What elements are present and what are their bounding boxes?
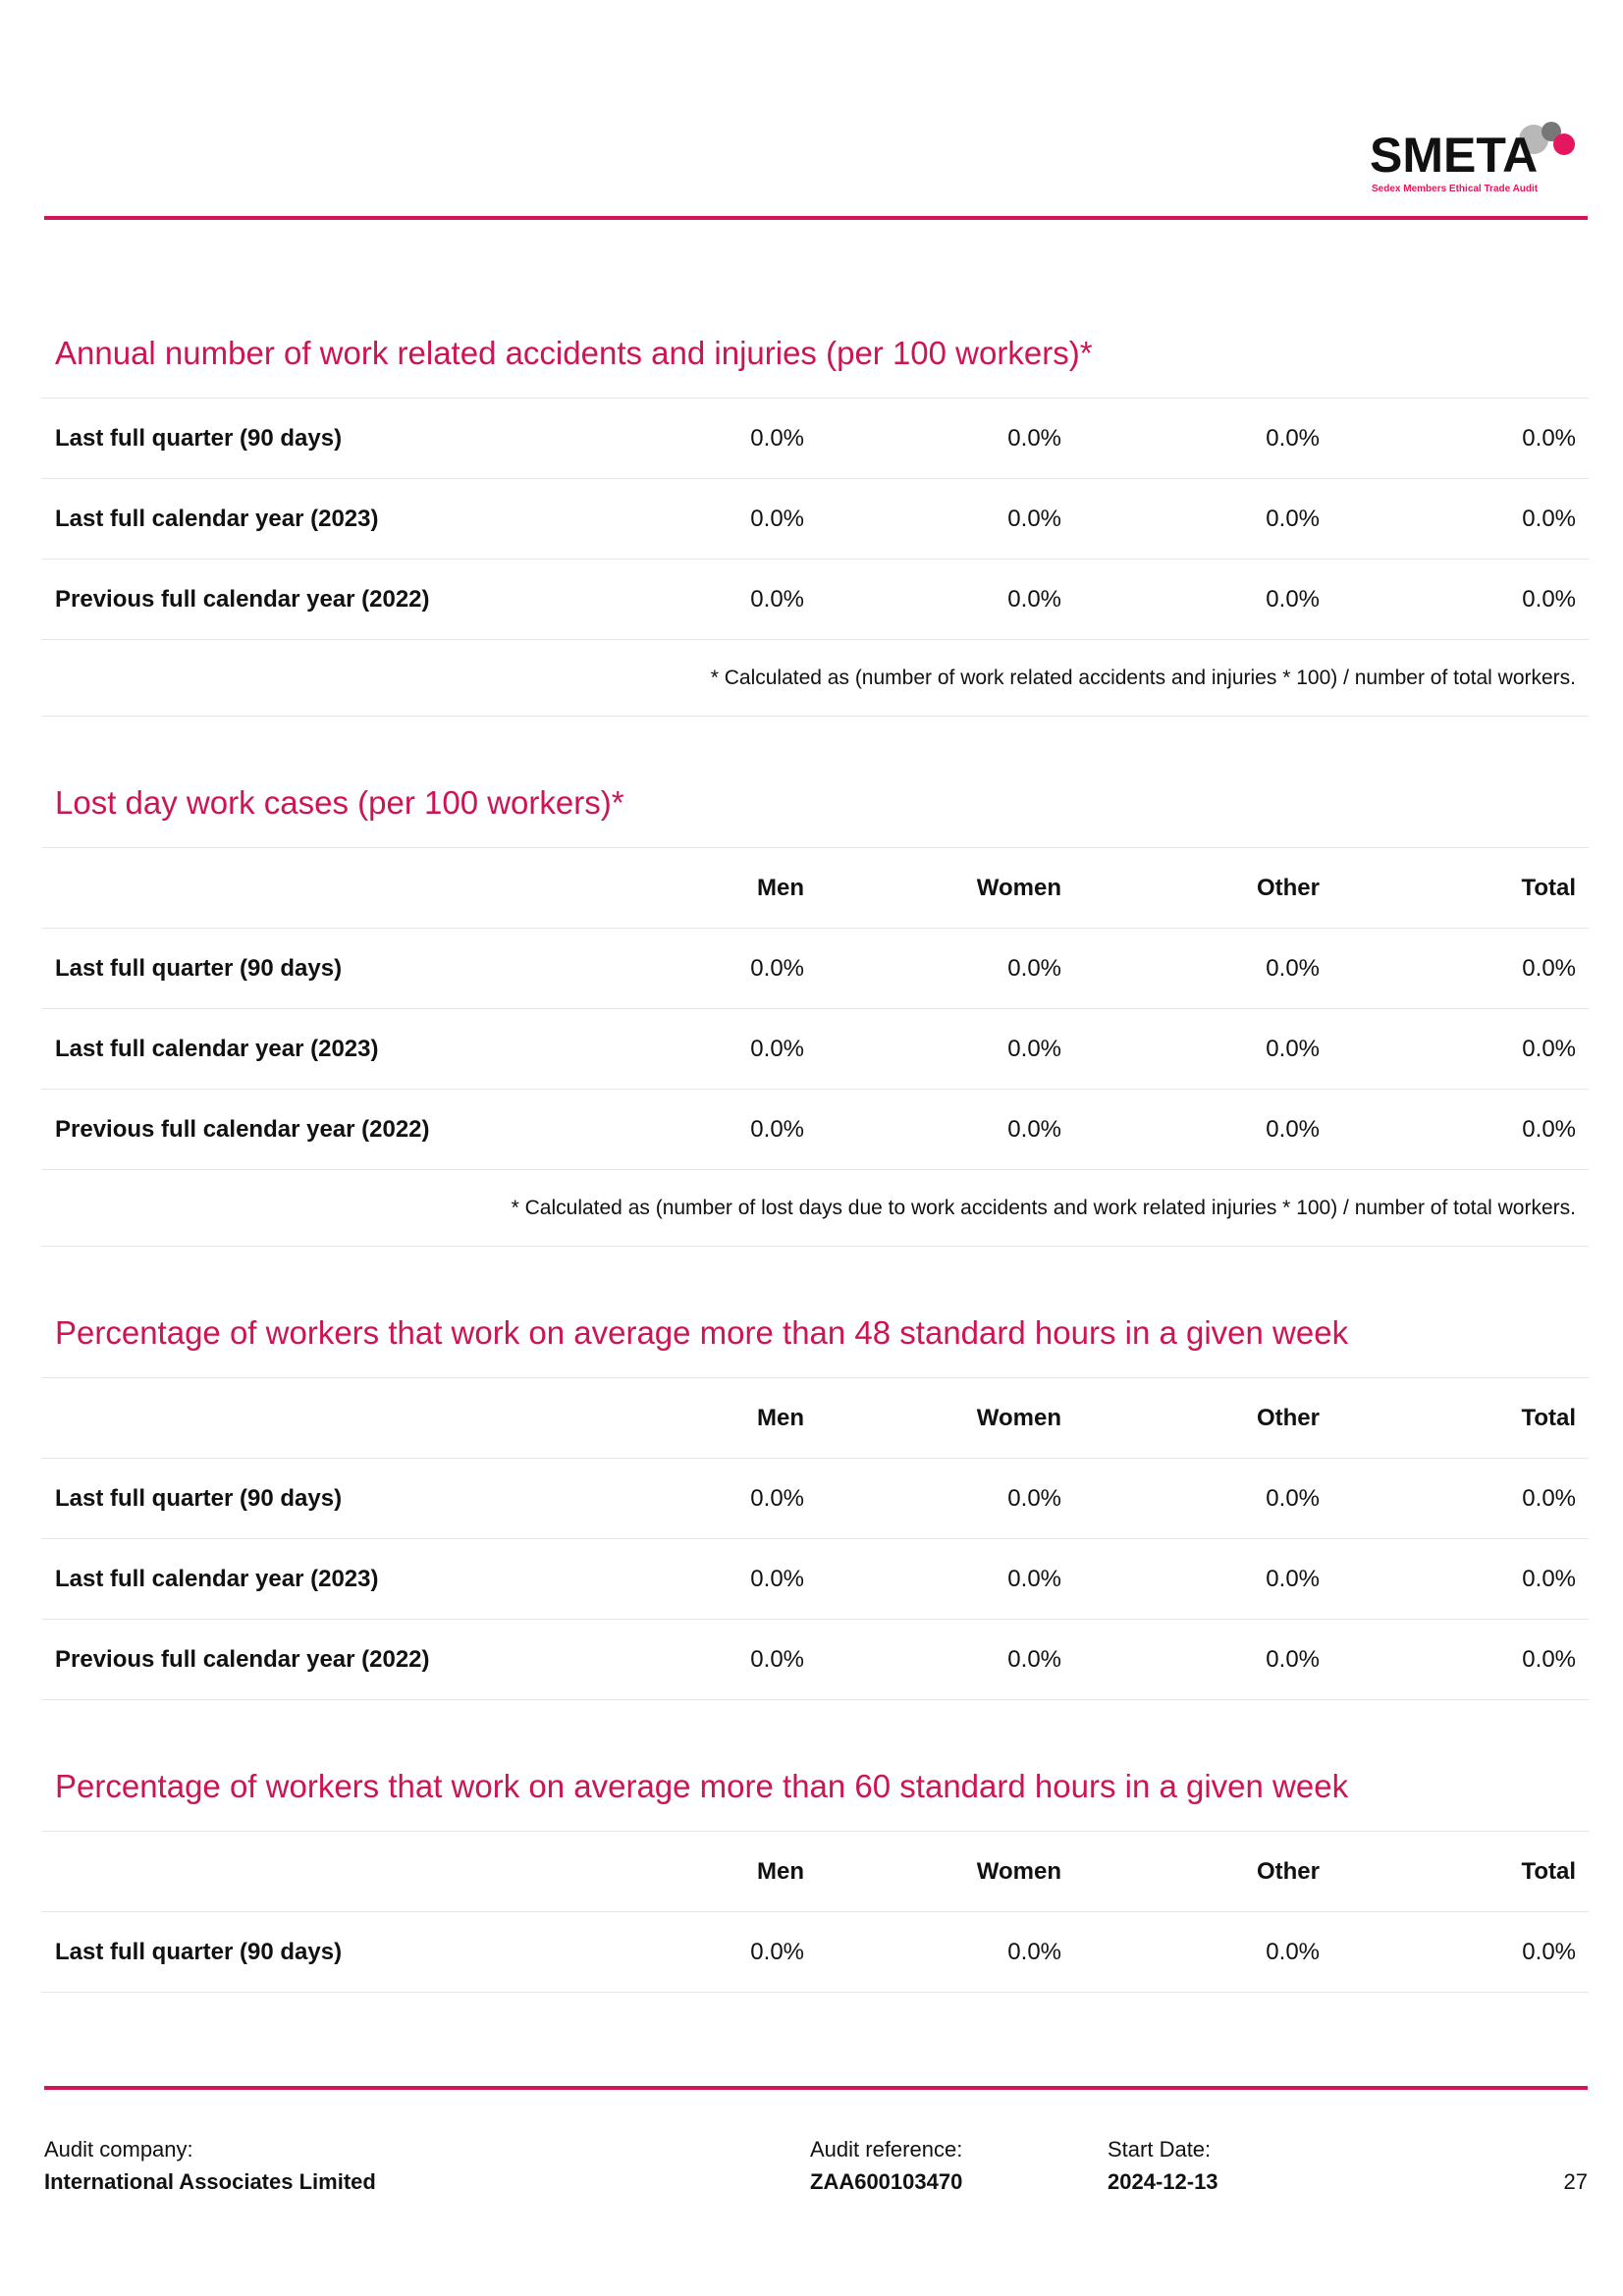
column-header: Other bbox=[1256, 874, 1320, 901]
section-title: Percentage of workers that work on avera… bbox=[55, 1768, 1349, 1804]
cell: 0.0% bbox=[1007, 1645, 1061, 1673]
cell: 0.0% bbox=[1007, 1938, 1061, 1965]
cell: 0.0% bbox=[1522, 1484, 1576, 1512]
cell: 0.0% bbox=[750, 1035, 804, 1062]
section-title: Percentage of workers that work on avera… bbox=[55, 1314, 1349, 1351]
section: Annual number of work related accidents … bbox=[41, 309, 1589, 717]
cell: 0.0% bbox=[750, 1484, 804, 1512]
cell: 0.0% bbox=[1522, 1115, 1576, 1143]
cell: 0.0% bbox=[1522, 954, 1576, 982]
row-label: Previous full calendar year (2022) bbox=[55, 1645, 430, 1673]
column-header: Men bbox=[757, 874, 804, 901]
cell: 0.0% bbox=[1007, 1484, 1061, 1512]
cell: 0.0% bbox=[750, 1938, 804, 1965]
cell: 0.0% bbox=[750, 1645, 804, 1673]
column-header: Men bbox=[757, 1857, 804, 1885]
table-row: Last full quarter (90 days) 0.0% 0.0% 0.0% 0… bbox=[41, 1458, 1589, 1538]
footer-value: ZAA600103470 bbox=[810, 2169, 963, 2194]
cell: 0.0% bbox=[1266, 424, 1320, 452]
section: Percentage of workers that work on avera… bbox=[41, 1742, 1589, 1993]
logo-tagline: Sedex Members Ethical Trade Audit bbox=[1372, 184, 1539, 194]
header-row: Men Women Other Total bbox=[41, 1377, 1589, 1458]
cell: 0.0% bbox=[1007, 424, 1061, 452]
cell: 0.0% bbox=[750, 1565, 804, 1592]
cell: 0.0% bbox=[750, 585, 804, 613]
cell: 0.0% bbox=[1007, 1115, 1061, 1143]
table-row: Previous full calendar year (2022) 0.0% 0.… bbox=[41, 559, 1589, 639]
cell: 0.0% bbox=[1522, 1565, 1576, 1592]
footer-value: International Associates Limited bbox=[44, 2169, 376, 2194]
cell: 0.0% bbox=[1007, 954, 1061, 982]
cell: 0.0% bbox=[1266, 1035, 1320, 1062]
cell: 0.0% bbox=[1266, 1115, 1320, 1143]
cell: 0.0% bbox=[1007, 585, 1061, 613]
table-row: Last full calendar year (2023) 0.0% 0.0% 0.… bbox=[41, 1008, 1589, 1089]
table-row: Last full quarter (90 days) 0.0% 0.0% 0.0% 0… bbox=[41, 398, 1589, 478]
cell: 0.0% bbox=[1007, 505, 1061, 532]
footer-rule bbox=[44, 2086, 1588, 2090]
cell: 0.0% bbox=[1007, 1035, 1061, 1062]
column-header: Other bbox=[1256, 1404, 1320, 1431]
column-header: Men bbox=[757, 1404, 804, 1431]
column-header: Total bbox=[1521, 874, 1576, 901]
cell: 0.0% bbox=[1266, 954, 1320, 982]
section-title: Annual number of work related accidents … bbox=[55, 335, 1093, 371]
section: Lost day work cases (per 100 workers)* Me… bbox=[41, 759, 1589, 1247]
column-header: Women bbox=[976, 1404, 1061, 1431]
cell: 0.0% bbox=[1522, 1645, 1576, 1673]
row-label: Last full quarter (90 days) bbox=[55, 1938, 343, 1965]
cell: 0.0% bbox=[1522, 1938, 1576, 1965]
cell: 0.0% bbox=[1266, 585, 1320, 613]
table-row: Last full calendar year (2023) 0.0% 0.0% 0.… bbox=[41, 1538, 1589, 1619]
table-row: Previous full calendar year (2022) 0.0% 0.… bbox=[41, 1089, 1589, 1169]
footer-label: Start Date: bbox=[1108, 2137, 1212, 2162]
row-label: Last full quarter (90 days) bbox=[55, 424, 343, 452]
cell: 0.0% bbox=[1522, 424, 1576, 452]
cell: 0.0% bbox=[1266, 1565, 1320, 1592]
cell: 0.0% bbox=[750, 424, 804, 452]
cell: 0.0% bbox=[1007, 1565, 1061, 1592]
footer-label: Audit reference: bbox=[810, 2137, 963, 2162]
footer-value: 2024-12-13 bbox=[1108, 2169, 1218, 2194]
content: Annual number of work related accidents … bbox=[41, 309, 1589, 2035]
row-label: Last full calendar year (2023) bbox=[55, 505, 379, 532]
cell: 0.0% bbox=[750, 1115, 804, 1143]
cell: 0.0% bbox=[1266, 1484, 1320, 1512]
cell: 0.0% bbox=[1522, 585, 1576, 613]
cell: 0.0% bbox=[750, 505, 804, 532]
column-header: Women bbox=[976, 1857, 1061, 1885]
logo: SMETA Sedex Members Ethical Trade Audit bbox=[1370, 122, 1575, 194]
table-row: Previous full calendar year (2022) 0.0% 0.… bbox=[41, 1619, 1589, 1700]
column-header: Total bbox=[1521, 1404, 1576, 1431]
cell: 0.0% bbox=[750, 954, 804, 982]
footnote: * Calculated as (number of work related … bbox=[41, 639, 1589, 717]
row-label: Last full calendar year (2023) bbox=[55, 1035, 379, 1062]
column-header: Other bbox=[1256, 1857, 1320, 1885]
cell: 0.0% bbox=[1522, 1035, 1576, 1062]
row-label: Previous full calendar year (2022) bbox=[55, 1115, 430, 1143]
column-header: Total bbox=[1521, 1857, 1576, 1885]
column-header: Women bbox=[976, 874, 1061, 901]
page-number: 27 bbox=[1563, 2169, 1588, 2194]
section: Percentage of workers that work on avera… bbox=[41, 1289, 1589, 1700]
table-row: Last full quarter (90 days) 0.0% 0.0% 0.0% 0… bbox=[41, 928, 1589, 1008]
header-row: Men Women Other Total bbox=[41, 1831, 1589, 1911]
row-label: Previous full calendar year (2022) bbox=[55, 585, 430, 613]
table-row: Last full quarter (90 days) 0.0% 0.0% 0.0% 0… bbox=[41, 1911, 1589, 1993]
section-title: Lost day work cases (per 100 workers)* bbox=[55, 784, 624, 821]
row-label: Last full quarter (90 days) bbox=[55, 1484, 343, 1512]
cell: 0.0% bbox=[1266, 505, 1320, 532]
cell: 0.0% bbox=[1266, 1645, 1320, 1673]
row-label: Last full calendar year (2023) bbox=[55, 1565, 379, 1592]
cell: 0.0% bbox=[1522, 505, 1576, 532]
row-label: Last full quarter (90 days) bbox=[55, 954, 343, 982]
header-rule bbox=[44, 216, 1588, 220]
logo-text: SMETA bbox=[1370, 128, 1538, 183]
cell: 0.0% bbox=[1266, 1938, 1320, 1965]
footnote: * Calculated as (number of lost days due… bbox=[41, 1169, 1589, 1247]
header-row: Men Women Other Total bbox=[41, 847, 1589, 928]
footer-label: Audit company: bbox=[44, 2137, 193, 2162]
table-row: Last full calendar year (2023) 0.0% 0.0% 0.… bbox=[41, 478, 1589, 559]
